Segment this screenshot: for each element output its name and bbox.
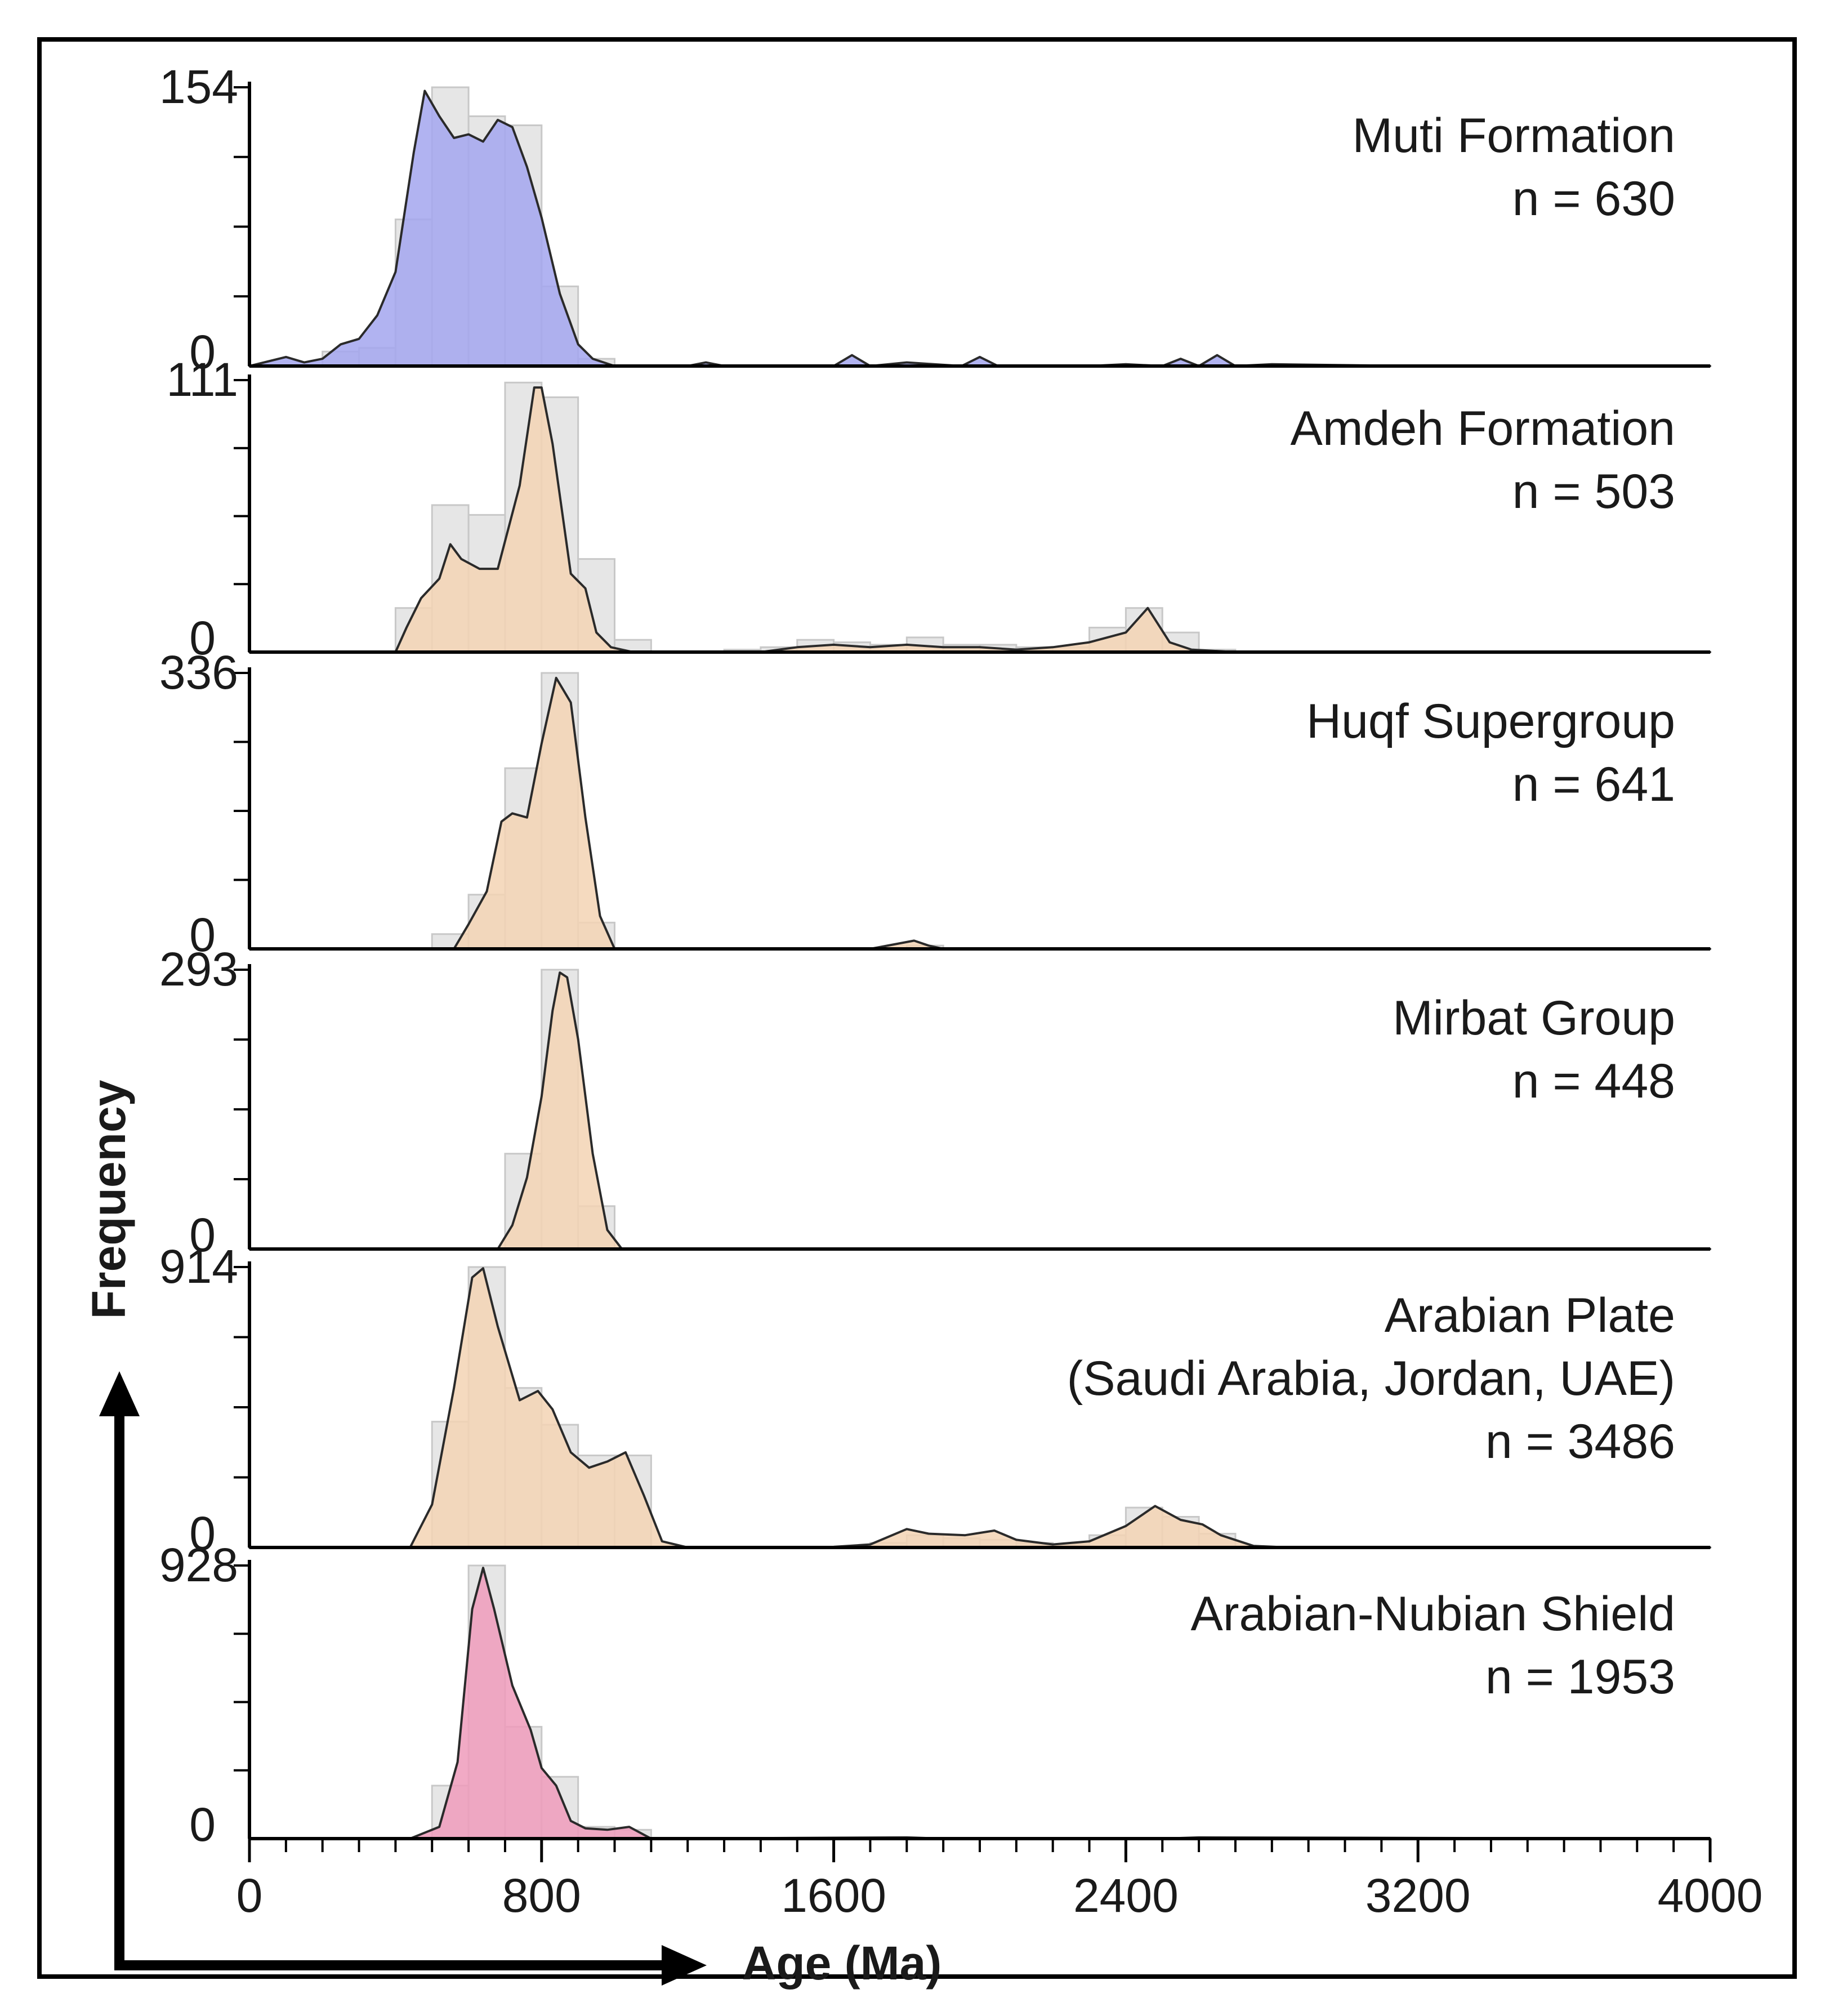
y-max-label: 336 <box>159 646 238 699</box>
x-tick-label: 0 <box>236 1869 263 1922</box>
sample-count-label: n = 641 <box>1512 757 1675 811</box>
panel-huqf-supergroup: 336 0 Huqf Supergroup n = 641 <box>159 646 1711 961</box>
y-max-label: 928 <box>159 1538 238 1591</box>
panel-name-label: Huqf Supergroup <box>1306 694 1675 748</box>
x-axis-label: Age (Ma) <box>742 1937 942 1990</box>
panel-name-label: Arabian Plate <box>1385 1288 1675 1342</box>
y-max-label: 293 <box>159 943 238 996</box>
panel-arabian-nubian-shield: 928 0 Arabian-Nubian Shield n = 1953 <box>159 1538 1711 1851</box>
y-max-label: 914 <box>159 1240 238 1293</box>
panel-background <box>249 964 1710 1249</box>
panel-name-label: Amdeh Formation <box>1290 402 1675 456</box>
y-zero-label: 0 <box>189 325 216 378</box>
x-tick-label: 2400 <box>1073 1869 1179 1922</box>
x-tick-label: 800 <box>502 1869 581 1922</box>
y-max-label: 154 <box>159 60 238 113</box>
kde-curve <box>248 971 1711 1250</box>
y-zero-label: 0 <box>189 612 216 664</box>
sample-count-label: n = 630 <box>1512 172 1675 226</box>
y-arrowhead <box>99 1371 140 1416</box>
x-tick-label: 1600 <box>781 1869 886 1922</box>
panel-arabian-plate: 914 0 Arabian Plate (Saudi Arabia, Jordan, … <box>159 1240 1711 1560</box>
panel-name-label: Muti Formation <box>1353 109 1676 163</box>
sample-count-label: n = 3486 <box>1485 1415 1675 1469</box>
x-tick-label: 4000 <box>1658 1869 1763 1922</box>
sample-count-label: n = 1953 <box>1485 1650 1675 1704</box>
x-arrowhead <box>662 1945 707 1986</box>
sample-count-label: n = 503 <box>1512 465 1675 519</box>
y-zero-label: 0 <box>189 908 216 961</box>
outer-frame <box>37 37 1797 1979</box>
panel-amdeh-formation: 111 0 Amdeh Formation n = 503 <box>166 353 1711 664</box>
panel-name-label: Arabian-Nubian Shield <box>1190 1587 1675 1641</box>
y-zero-label: 0 <box>189 1507 216 1560</box>
x-axis: 0 800 1600 2400 3200 4000 <box>236 1839 1763 1922</box>
y-zero-label: 0 <box>189 1798 216 1851</box>
panel-name-label: Mirbat Group <box>1393 991 1675 1045</box>
panel-mirbat-group: 293 0 Mirbat Group n = 448 <box>159 943 1711 1261</box>
kde-curve <box>248 676 1711 950</box>
panel-name-label: (Saudi Arabia, Jordan, UAE) <box>1067 1352 1675 1406</box>
panel-muti-formation: 154 0 Muti Formation n = 630 <box>159 60 1711 378</box>
sample-count-label: n = 448 <box>1512 1054 1675 1108</box>
y-axis-label: Frequency <box>82 1080 135 1319</box>
x-tick-label: 3200 <box>1366 1869 1471 1922</box>
y-zero-label: 0 <box>189 1208 216 1261</box>
axis-arrows <box>99 1371 707 1986</box>
y-max-label: 111 <box>166 353 238 406</box>
